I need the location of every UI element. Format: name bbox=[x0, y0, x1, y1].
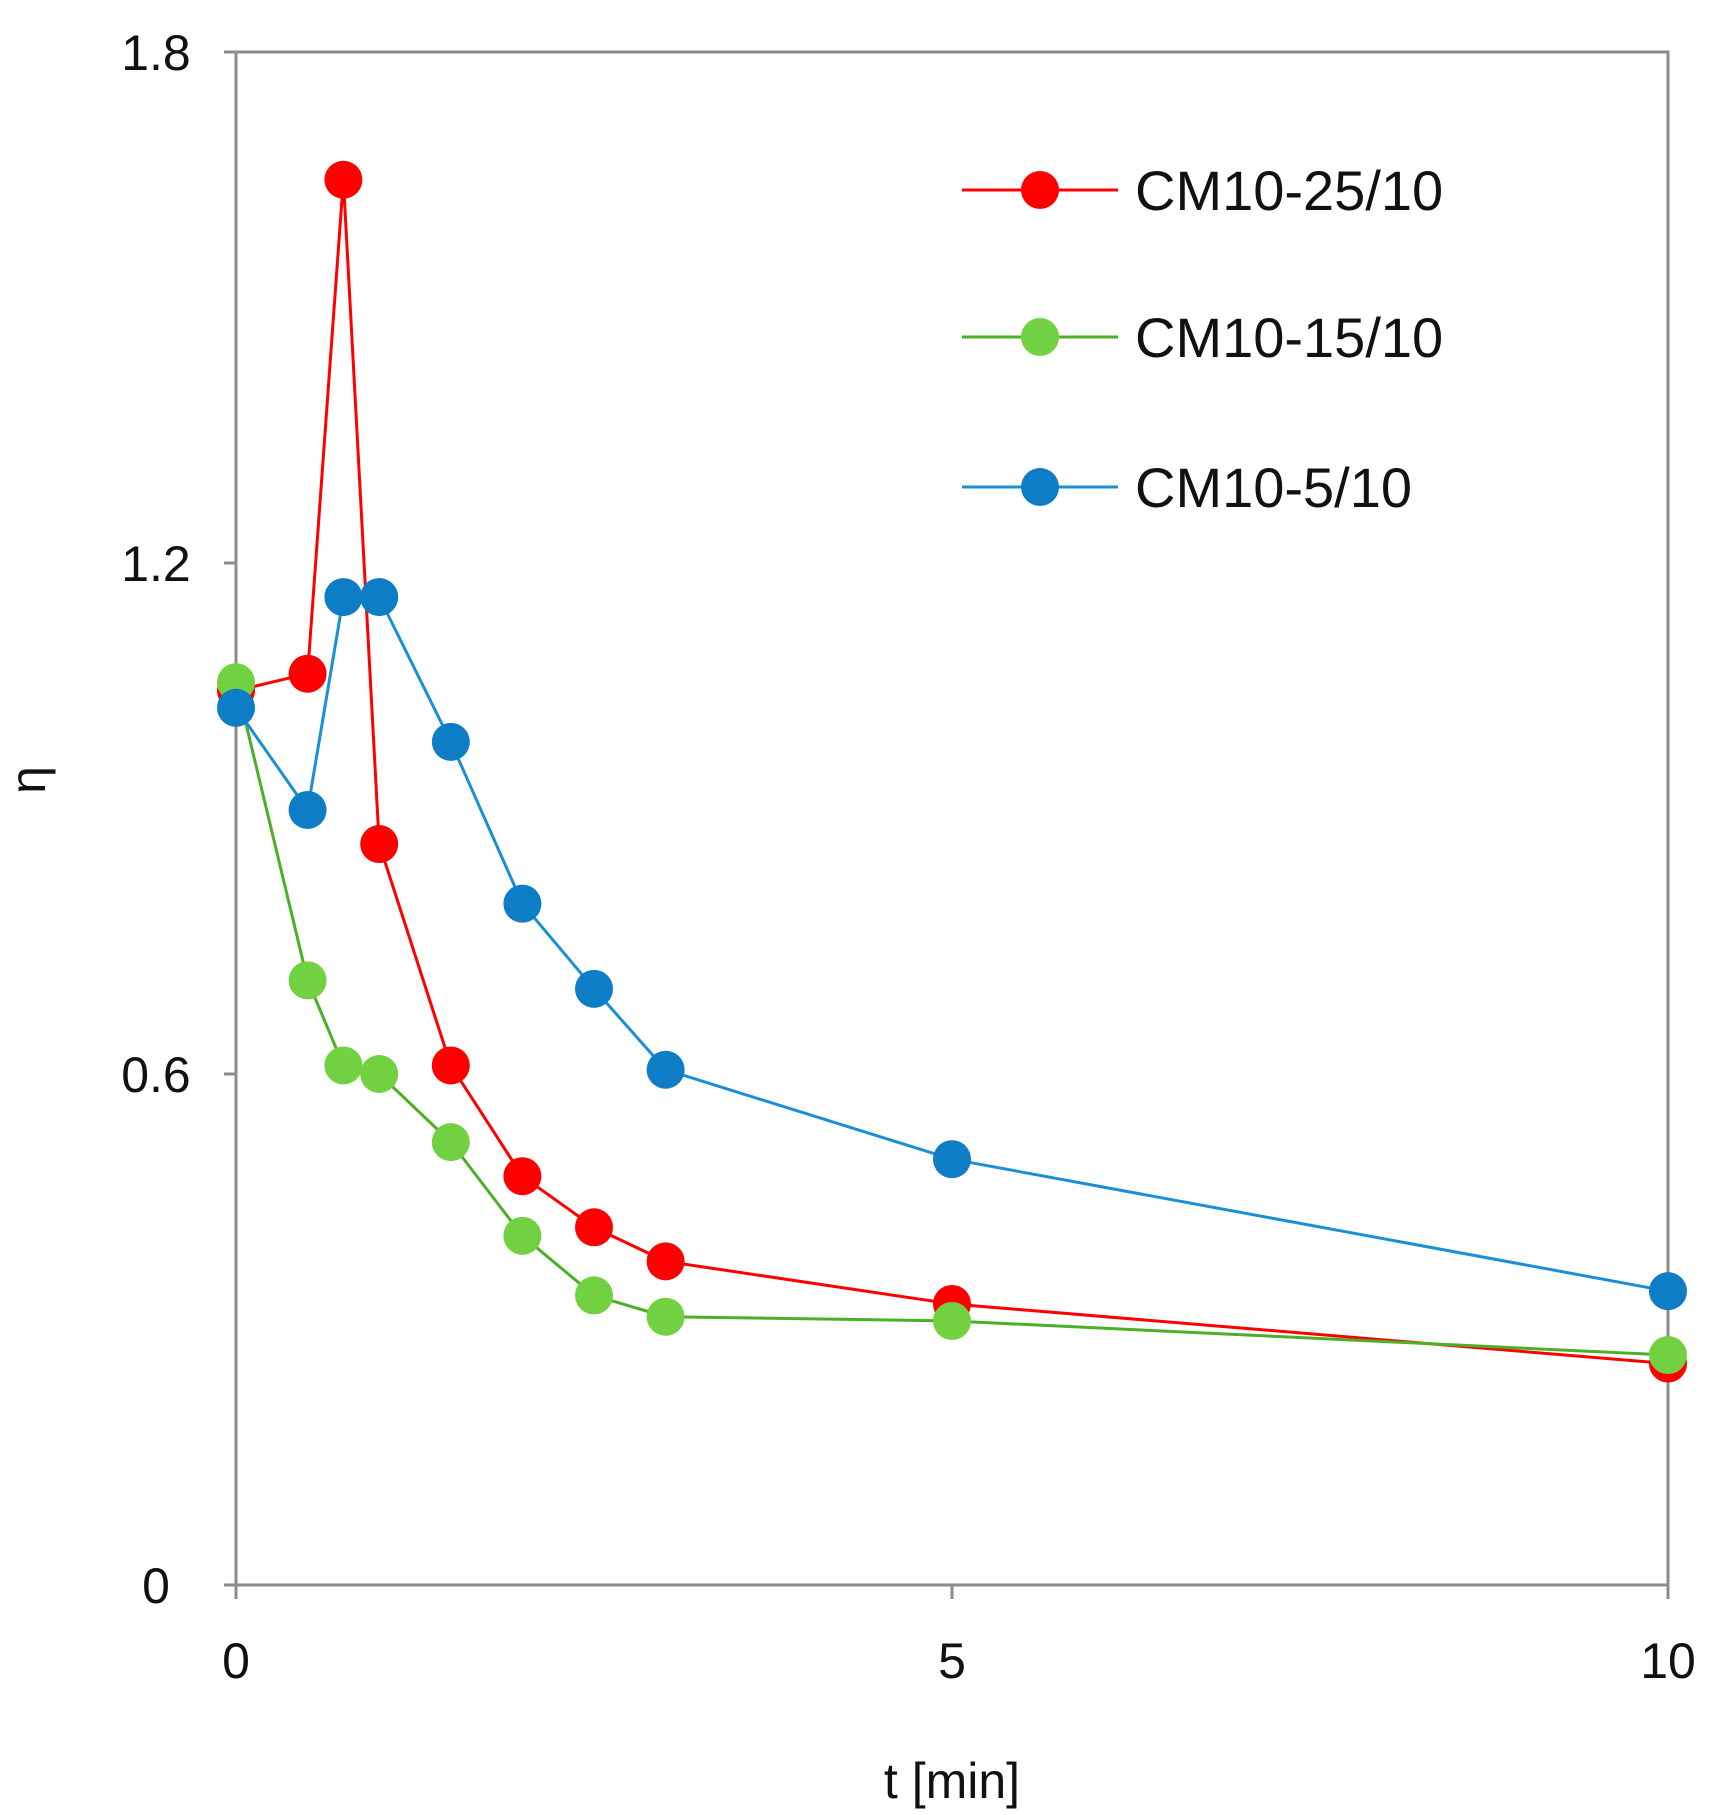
x-axis-title: t [min] bbox=[884, 1753, 1020, 1809]
y-tick-label: 1.8 bbox=[121, 25, 191, 81]
data-point bbox=[1649, 1272, 1687, 1311]
series-2 bbox=[217, 663, 1687, 1375]
y-tick-label: 1.2 bbox=[121, 536, 191, 592]
y-tick-label: 0 bbox=[142, 1558, 170, 1614]
legend-marker bbox=[1021, 171, 1059, 209]
series-layer bbox=[217, 160, 1687, 1383]
legend-marker bbox=[1021, 318, 1059, 356]
y-axis-ticks: 0 0.6 1.2 1.8 bbox=[121, 25, 236, 1614]
data-point bbox=[646, 1242, 685, 1281]
data-point bbox=[217, 688, 255, 727]
data-point bbox=[503, 1216, 542, 1255]
data-point bbox=[288, 790, 327, 829]
legend-label: CM10-5/10 bbox=[1135, 456, 1412, 519]
x-tick-label: 5 bbox=[938, 1633, 966, 1689]
legend-entry: CM10-25/10 bbox=[962, 159, 1443, 222]
data-point bbox=[503, 1157, 542, 1196]
data-point bbox=[503, 884, 542, 923]
data-point bbox=[933, 1301, 971, 1340]
plot-frame bbox=[234, 50, 1670, 1587]
data-point bbox=[431, 1046, 470, 1085]
series-3 bbox=[217, 578, 1687, 1311]
y-tick-label: 0.6 bbox=[121, 1047, 191, 1103]
data-point bbox=[575, 1208, 613, 1247]
data-point bbox=[324, 1046, 363, 1085]
legend-label: CM10-25/10 bbox=[1135, 159, 1443, 222]
y-axis-title: η bbox=[0, 766, 56, 794]
data-point bbox=[431, 1123, 470, 1162]
series-1 bbox=[217, 160, 1687, 1383]
legend-entry: CM10-15/10 bbox=[962, 306, 1443, 369]
data-point bbox=[324, 160, 363, 199]
data-point bbox=[360, 578, 399, 617]
data-point bbox=[575, 1276, 613, 1315]
legend-label: CM10-15/10 bbox=[1135, 306, 1443, 369]
data-point bbox=[288, 961, 327, 1000]
x-axis-ticks: 0 5 10 bbox=[222, 1585, 1696, 1689]
data-point bbox=[933, 1140, 971, 1179]
data-point bbox=[360, 1055, 399, 1093]
series-line bbox=[235, 178, 1669, 1366]
legend-marker bbox=[1021, 468, 1059, 506]
data-point bbox=[1649, 1336, 1687, 1375]
data-point bbox=[288, 654, 327, 693]
data-point bbox=[575, 969, 613, 1008]
x-tick-label: 10 bbox=[1640, 1633, 1696, 1689]
data-point bbox=[646, 1050, 685, 1089]
legend-entry: CM10-5/10 bbox=[962, 456, 1412, 519]
legend: CM10-25/10 CM10-15/10 CM10-5/10 bbox=[962, 159, 1443, 519]
data-point bbox=[360, 825, 399, 864]
x-tick-label: 0 bbox=[222, 1633, 250, 1689]
series-line bbox=[234, 595, 1669, 1293]
plot-area-border bbox=[234, 50, 1670, 1587]
data-point bbox=[324, 578, 363, 617]
series-line bbox=[234, 681, 1669, 1357]
data-point bbox=[646, 1297, 685, 1336]
data-point bbox=[431, 722, 470, 761]
